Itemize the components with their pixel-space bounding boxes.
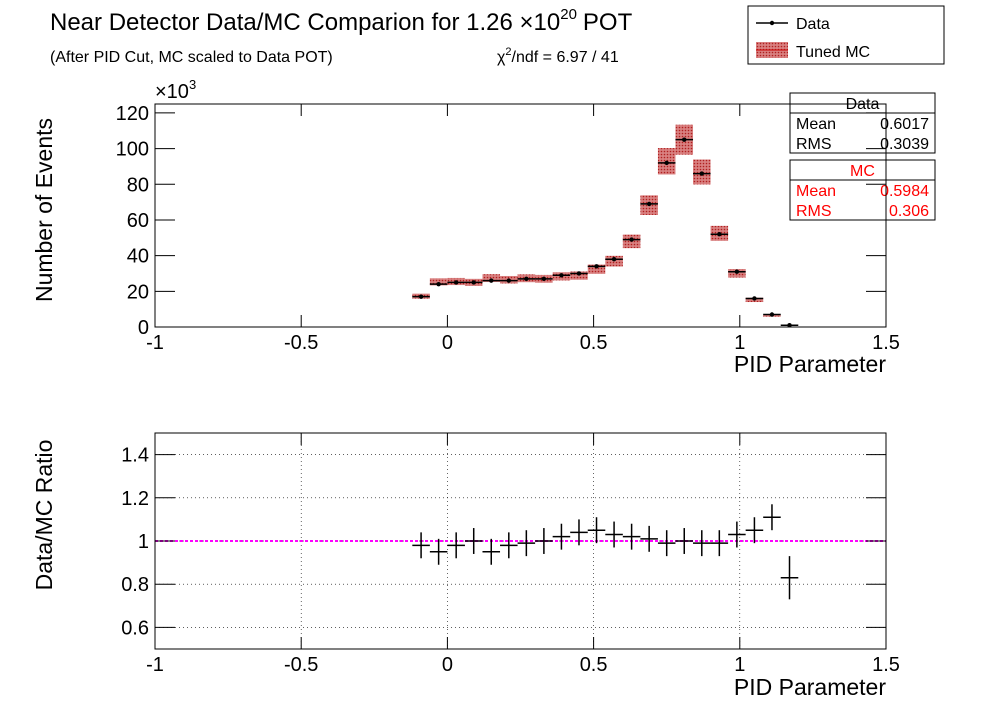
y-multiplier: ×103 [155, 77, 196, 103]
data-point [418, 294, 424, 299]
y-tick-label: 80 [127, 174, 149, 196]
legend-data-marker [769, 20, 775, 26]
stats-value: 0.5984 [880, 183, 929, 200]
data-point [489, 278, 494, 283]
stats-name: Mean [796, 116, 836, 133]
data-point [769, 312, 775, 317]
x-tick-label: 1 [734, 654, 745, 676]
data-point [559, 273, 564, 278]
y-tick-label: 1 [138, 531, 149, 553]
stats-box [789, 159, 936, 221]
x-tick-label: 0.5 [580, 332, 608, 354]
stats-name: Mean [796, 183, 836, 200]
x-tick-label: 1 [734, 332, 745, 354]
x-tick-label: -0.5 [284, 332, 318, 354]
x-tick-label: 0.5 [580, 654, 608, 676]
data-point [594, 264, 599, 269]
mc-band [587, 264, 606, 274]
stats-value: 0.3039 [880, 136, 929, 153]
chart-title: Near Detector Data/MC Comparion for 1.26… [50, 6, 633, 36]
y-tick-label: 0.8 [121, 574, 149, 596]
data-point [453, 280, 459, 285]
data-point [506, 278, 512, 283]
stats-name: RMS [796, 136, 832, 153]
y-axis-title: Data/MC Ratio [31, 440, 57, 591]
y-tick-label: 100 [116, 139, 149, 161]
x-tick-label: -1 [146, 654, 164, 676]
data-point [682, 137, 687, 142]
data-point [576, 271, 582, 276]
data-point [752, 296, 757, 301]
legend-label: Data [796, 16, 830, 33]
y-tick-label: 20 [127, 281, 149, 303]
legend-label: Tuned MC [796, 44, 870, 61]
x-tick-label: 1.5 [872, 654, 900, 676]
chi2: χ2/ndf = 6.97 / 41 [497, 46, 619, 66]
y-axis-title: Number of Events [31, 118, 57, 302]
data-point [471, 280, 476, 285]
data-point [699, 171, 704, 176]
stats-value: 0.306 [889, 203, 929, 220]
y-tick-label: 60 [127, 210, 149, 232]
x-tick-label: 1.5 [872, 332, 900, 354]
y-tick-label: 1.2 [121, 488, 149, 510]
multiplier-exp: 3 [189, 77, 196, 92]
data-point [787, 323, 792, 328]
x-tick-label: -1 [146, 332, 164, 354]
data-point [541, 276, 547, 282]
x-tick-label: -0.5 [284, 654, 318, 676]
stats-value: 0.6017 [880, 116, 929, 133]
x-tick-label: 0 [442, 654, 453, 676]
mc-band [482, 274, 501, 283]
y-tick-label: 40 [127, 246, 149, 268]
x-axis-title: PID Parameter [734, 674, 886, 700]
y-tick-label: 0.6 [121, 617, 149, 639]
x-tick-label: 0 [442, 332, 453, 354]
stats-name: RMS [796, 203, 832, 220]
data-point [734, 269, 740, 274]
data-point [629, 237, 634, 242]
x-axis-title: PID Parameter [734, 351, 886, 377]
stats-title: MC [850, 163, 875, 180]
y-tick-label: 1.4 [121, 445, 149, 467]
y-tick-label: 120 [116, 103, 149, 125]
data-point [646, 201, 652, 207]
subtitle: (After PID Cut, MC scaled to Data POT) [50, 49, 333, 66]
stats-box [789, 92, 936, 154]
multiplier-base: ×10 [155, 81, 189, 103]
data-point [611, 257, 617, 262]
y-tick-label: 0 [138, 317, 149, 339]
data-point [717, 232, 722, 237]
data-point [524, 276, 529, 282]
data-point [664, 160, 669, 166]
mc-band [429, 278, 448, 286]
data-point [436, 281, 441, 287]
plot-frame [154, 103, 887, 328]
